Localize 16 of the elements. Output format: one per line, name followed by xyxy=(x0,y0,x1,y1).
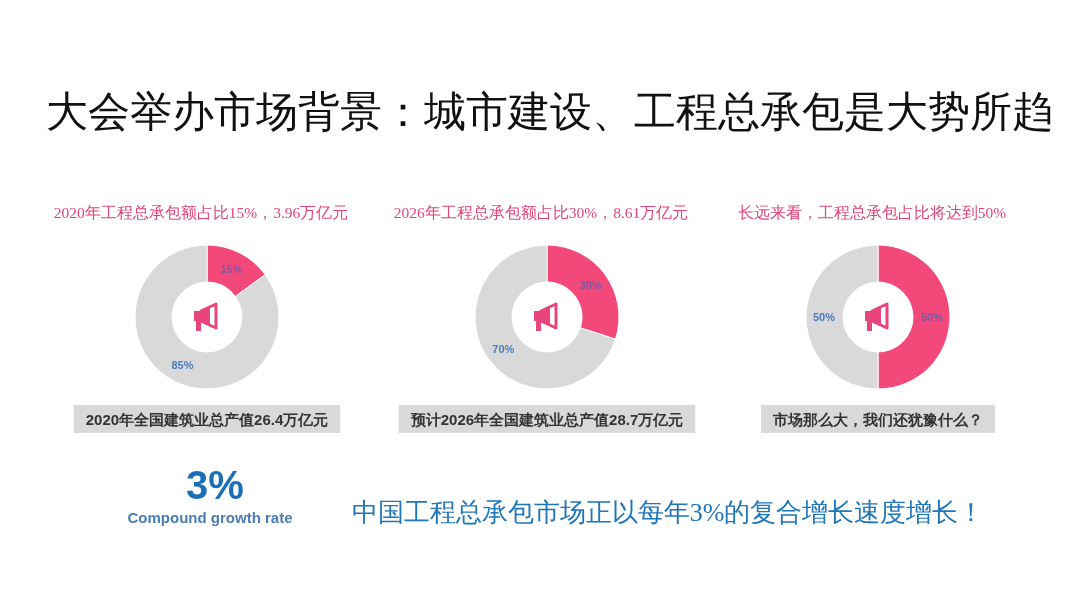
data-label: 15% xyxy=(220,262,243,275)
data-label: 50% xyxy=(812,311,836,323)
text: Compound growth rate xyxy=(127,509,293,526)
data-label: 50% xyxy=(920,311,944,323)
data-label: 85% xyxy=(171,359,194,372)
text: 2020年全国建筑业总产值26.4万亿元 xyxy=(85,411,329,428)
data-label: 70% xyxy=(492,342,515,355)
text: 3% xyxy=(186,463,244,507)
chart-title: 长远来看，工程总承包占比将达到50% xyxy=(737,204,1007,221)
data-label: 30% xyxy=(579,279,602,292)
chart-title: 2026年工程总承包额占比30%，8.61万亿元 xyxy=(393,204,689,221)
text: 预计2026年全国建筑业总产值28.7万亿元 xyxy=(409,411,684,428)
text: 中国工程总承包市场正以每年3%的复合增长速度增长！ xyxy=(351,498,985,527)
text: 大会举办市场背景：城市建设、工程总承包是大势所趋 xyxy=(46,89,1054,135)
text: 市场那么大，我们还犹豫什么？ xyxy=(772,411,983,428)
chart-title: 2020年工程总承包额占比15%，3.96万亿元 xyxy=(53,204,349,221)
